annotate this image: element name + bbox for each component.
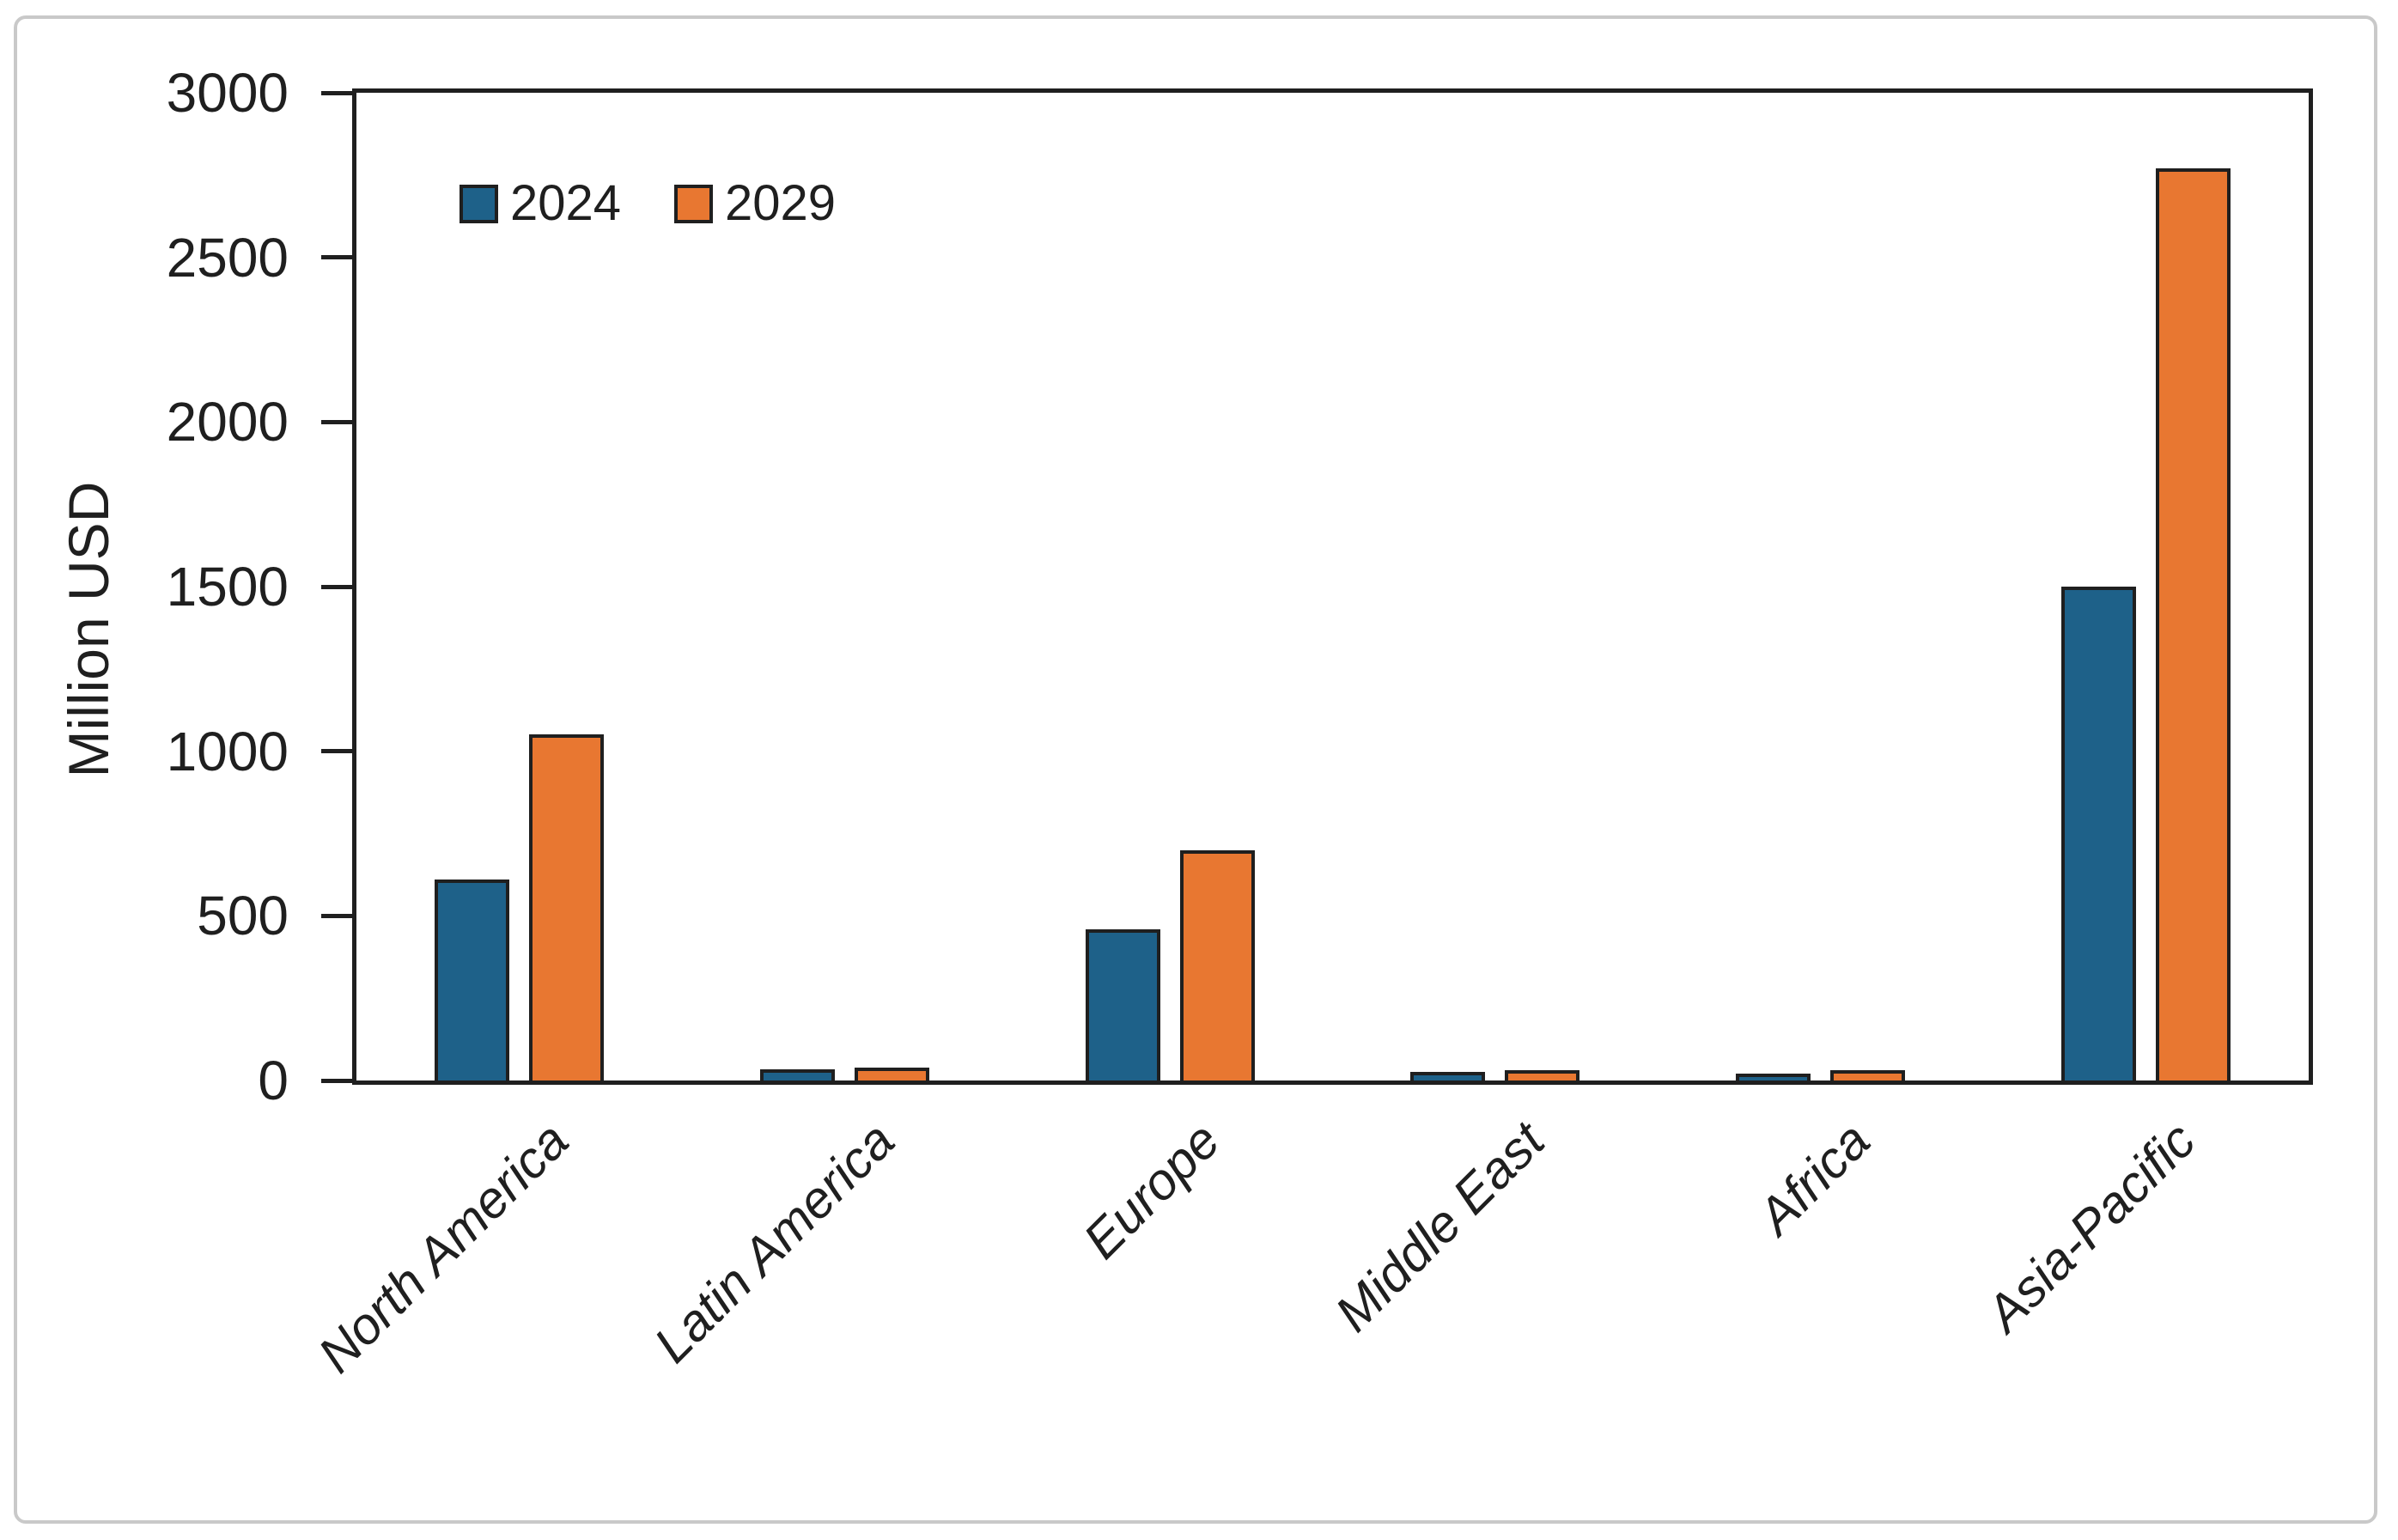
y-axis-tick <box>321 913 352 918</box>
bar-2029-latin-america <box>854 1068 929 1080</box>
y-axis-tick-label: 2500 <box>166 226 289 289</box>
legend-label: 2024 <box>510 175 622 231</box>
y-axis-tick <box>321 584 352 589</box>
bar-2029-north-america <box>528 734 604 1080</box>
legend-swatch-icon <box>460 184 498 223</box>
bar-2024-asia-pacific <box>2061 587 2137 1080</box>
plot-area: 2024 2029 0 500 1000 1500 2000 2500 3000 North A… <box>167 65 2313 1384</box>
legend-swatch-icon <box>674 184 714 223</box>
y-axis-tick <box>321 419 352 424</box>
bar-2029-asia-pacific <box>2156 168 2231 1080</box>
bar-2024-middle-east <box>1410 1072 1486 1080</box>
y-axis-tick <box>321 255 352 260</box>
y-axis-tick-label: 2000 <box>166 391 289 453</box>
y-axis-tick-label: 1500 <box>166 556 289 618</box>
bar-2024-europe <box>1085 929 1160 1080</box>
bar-2024-latin-america <box>759 1069 835 1080</box>
bar-2029-europe <box>1179 850 1255 1080</box>
y-axis-tick <box>321 749 352 754</box>
y-axis-tick-label: 0 <box>258 1050 289 1111</box>
bar-2029-middle-east <box>1505 1070 1580 1080</box>
y-axis-tick-label: 3000 <box>166 62 289 124</box>
bar-2024-africa <box>1736 1074 1811 1080</box>
y-axis-tick <box>321 90 352 95</box>
bar-2029-africa <box>1830 1070 1906 1080</box>
legend: 2024 2029 <box>460 179 836 228</box>
y-axis-tick <box>321 1078 352 1083</box>
y-axis-tick-label: 500 <box>197 885 289 947</box>
legend-label: 2029 <box>725 175 837 231</box>
legend-item-2029: 2029 <box>674 179 836 228</box>
y-axis-tick-label: 1000 <box>166 720 289 782</box>
legend-item-2024: 2024 <box>460 179 621 228</box>
bar-2024-north-america <box>434 880 509 1080</box>
